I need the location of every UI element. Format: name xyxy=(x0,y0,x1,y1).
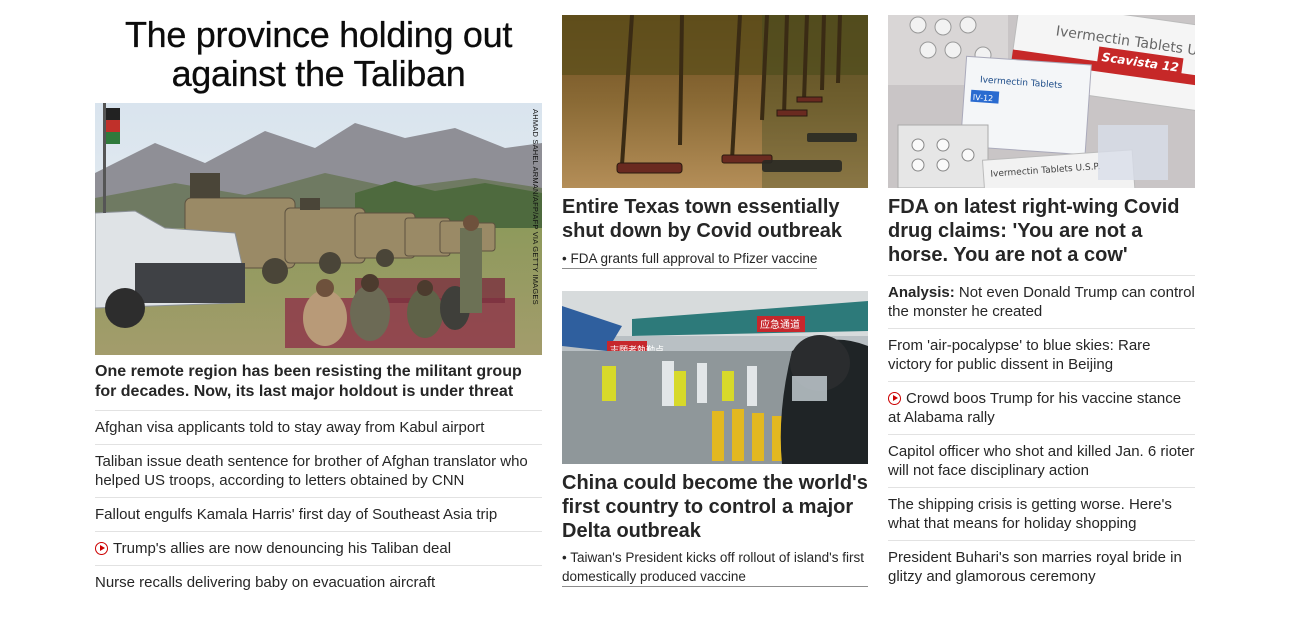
story-title-texas[interactable]: Entire Texas town essentially shut down … xyxy=(562,196,843,242)
story-link[interactable]: The shipping crisis is getting worse. He… xyxy=(888,496,1172,532)
ivermectin-boxes-photo: Ivermectin Tablets USP Scavista 12 Iverm… xyxy=(888,15,1195,188)
china-testing-site-photo: 志願者執勤点 应急通道 xyxy=(562,291,868,464)
story-link[interactable]: Trump's allies are now denouncing his Ta… xyxy=(113,540,452,557)
list-item[interactable]: From 'air-pocalypse' to blue skies: Rare… xyxy=(888,328,1195,381)
list-item[interactable]: Crowd boos Trump for his vaccine stance … xyxy=(888,381,1195,434)
story-title-china[interactable]: China could become the world's first cou… xyxy=(562,472,868,542)
analysis-label: Analysis: xyxy=(888,284,955,301)
list-item[interactable]: Trump's allies are now denouncing his Ta… xyxy=(95,531,542,565)
story-link[interactable]: Nurse recalls delivering baby on evacuat… xyxy=(95,574,436,591)
right-column: Ivermectin Tablets USP Scavista 12 Iverm… xyxy=(888,15,1195,593)
image-credit: AHMAD SAHEL ARMAN/AFP/AFP VIA GETTY IMAG… xyxy=(531,109,540,305)
lead-headline[interactable]: The province holding out against the Tal… xyxy=(124,14,513,94)
lead-related-list: Afghan visa applicants told to stay away… xyxy=(95,410,542,599)
lead-story-column: The province holding out against the Tal… xyxy=(95,15,542,599)
story-link[interactable]: Afghan visa applicants told to stay away… xyxy=(95,419,485,436)
story-link[interactable]: Crowd boos Trump for his vaccine stance … xyxy=(888,390,1182,426)
list-item[interactable]: Afghan visa applicants told to stay away… xyxy=(95,410,542,444)
story-link[interactable]: Fallout engulfs Kamala Harris' first day… xyxy=(95,506,498,523)
list-item[interactable]: Taliban issue death sentence for brother… xyxy=(95,444,542,497)
story-link[interactable]: President Buhari's son marries royal bri… xyxy=(888,549,1182,585)
story-link[interactable]: Capitol officer who shot and killed Jan.… xyxy=(888,443,1195,479)
related-link-taiwan[interactable]: • Taiwan's President kicks off rollout o… xyxy=(562,548,868,587)
list-item[interactable]: Fallout engulfs Kamala Harris' first day… xyxy=(95,497,542,531)
china-image[interactable]: 志願者執勤点 应急通道 xyxy=(562,291,868,464)
list-item[interactable]: Capitol officer who shot and killed Jan.… xyxy=(888,434,1195,487)
middle-column: Entire Texas town essentially shut down … xyxy=(562,15,868,587)
sign-emergency: 应急通道 xyxy=(760,318,800,331)
box-text-4: IV-12 xyxy=(972,93,993,103)
lead-image[interactable]: AHMAD SAHEL ARMAN/AFP/AFP VIA GETTY IMAG… xyxy=(95,103,542,355)
story-link[interactable]: Not even Donald Trump can control the mo… xyxy=(888,284,1195,320)
list-item[interactable]: The shipping crisis is getting worse. He… xyxy=(888,487,1195,540)
right-related-list: Analysis: Not even Donald Trump can cont… xyxy=(888,275,1195,593)
ivermectin-image[interactable]: Ivermectin Tablets USP Scavista 12 Iverm… xyxy=(888,15,1195,188)
story-link[interactable]: Taliban issue death sentence for brother… xyxy=(95,453,528,489)
related-link-pfizer[interactable]: • FDA grants full approval to Pfizer vac… xyxy=(562,249,818,269)
afghan-military-photo xyxy=(95,103,542,355)
story-title-fda[interactable]: FDA on latest right-wing Covid drug clai… xyxy=(888,196,1180,266)
video-play-icon xyxy=(888,392,901,405)
video-play-icon xyxy=(95,542,108,555)
list-item[interactable]: Nurse recalls delivering baby on evacuat… xyxy=(95,565,542,599)
story-link[interactable]: From 'air-pocalypse' to blue skies: Rare… xyxy=(888,337,1151,373)
list-item[interactable]: Analysis: Not even Donald Trump can cont… xyxy=(888,275,1195,328)
list-item[interactable]: President Buhari's son marries royal bri… xyxy=(888,540,1195,593)
lead-subheadline[interactable]: One remote region has been resisting the… xyxy=(95,363,522,400)
swings-image[interactable] xyxy=(562,15,868,188)
empty-swings-photo xyxy=(562,15,868,188)
